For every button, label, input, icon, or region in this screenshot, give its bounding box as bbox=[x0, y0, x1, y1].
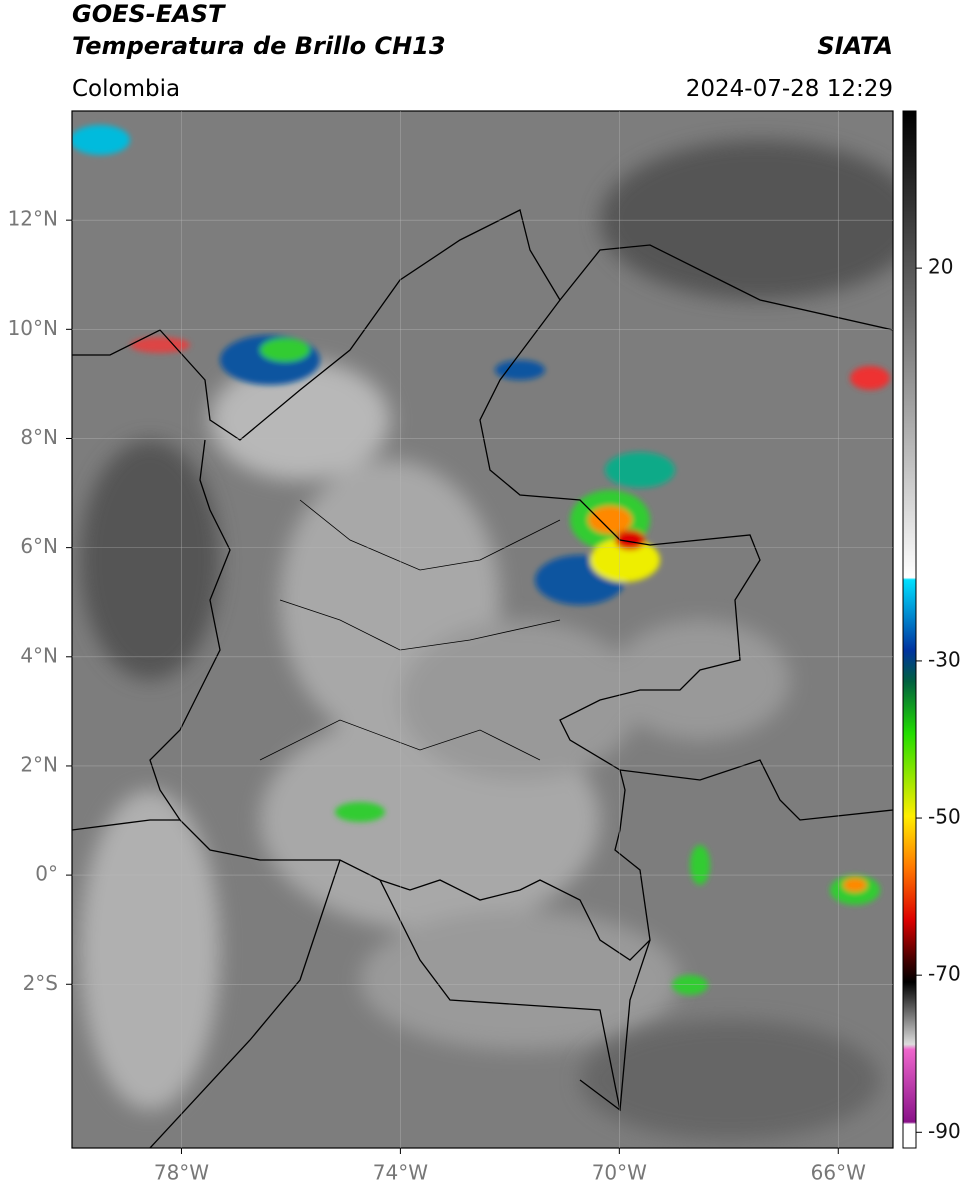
y-tick-label: 8°N bbox=[20, 425, 58, 449]
colorbar-tick-label: 20 bbox=[928, 255, 953, 279]
x-tick-label: 66°W bbox=[811, 1161, 866, 1185]
y-tick-label: 2°S bbox=[23, 971, 58, 995]
colorbar bbox=[902, 110, 917, 1149]
region: Colombia bbox=[72, 76, 180, 102]
y-tick-label: 6°N bbox=[20, 534, 58, 558]
boundaries bbox=[72, 209, 893, 1148]
x-tick-label: 70°W bbox=[592, 1161, 647, 1185]
colorbar-tick-label: -70 bbox=[928, 962, 961, 986]
colorbar-tick-label: -90 bbox=[928, 1119, 961, 1143]
storm-cells bbox=[72, 125, 890, 995]
y-tick-label: 2°N bbox=[20, 752, 58, 776]
colorbar-tick-label: -50 bbox=[928, 805, 961, 829]
y-tick-label: 0° bbox=[35, 862, 58, 886]
title: GOES-EAST bbox=[72, 0, 226, 28]
plot-frame bbox=[71, 110, 894, 1149]
y-tick-label: 10°N bbox=[8, 316, 58, 340]
x-tick-label: 78°W bbox=[154, 1161, 209, 1185]
satellite-image bbox=[72, 111, 893, 1148]
subtitle: Temperatura de Brillo CH13 bbox=[72, 32, 446, 60]
x-tick-label: 74°W bbox=[373, 1161, 428, 1185]
y-tick-label: 4°N bbox=[20, 643, 58, 667]
source: SIATA bbox=[817, 32, 893, 60]
y-tick-label: 12°N bbox=[8, 207, 58, 231]
colorbar-tick-label: -30 bbox=[928, 647, 961, 671]
datetime: 2024-07-28 12:29 bbox=[686, 76, 893, 102]
